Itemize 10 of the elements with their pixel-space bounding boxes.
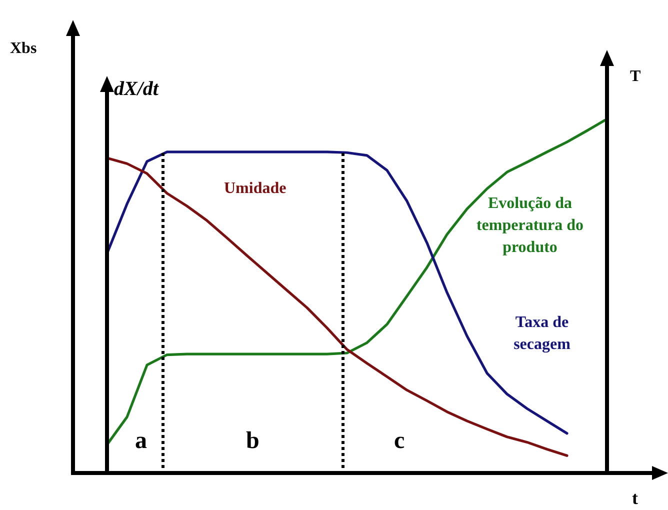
text: Taxa de secagem xyxy=(512,313,572,355)
series-label: Evolução da temperatura do produto xyxy=(475,194,585,258)
annotation: b xyxy=(246,428,260,455)
series-label: Umidade xyxy=(224,180,286,198)
x-axis-title: t xyxy=(632,488,638,509)
annotation: c xyxy=(394,428,405,455)
text: Xbs xyxy=(10,40,37,58)
annotation: a xyxy=(135,428,147,455)
y2-axis-title: T xyxy=(630,68,641,86)
y3-axis-title: dX/dt xyxy=(114,78,158,101)
